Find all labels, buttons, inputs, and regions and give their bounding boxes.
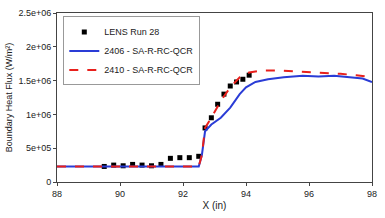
svg-text:LENS Run 28: LENS Run 28 (104, 27, 159, 37)
svg-text:1e+06: 1e+06 (26, 110, 51, 120)
svg-text:2e+06: 2e+06 (26, 42, 51, 52)
svg-text:2410 - SA-R-RC-QCR: 2410 - SA-R-RC-QCR (104, 65, 193, 75)
svg-text:1.5e+06: 1.5e+06 (18, 76, 51, 86)
svg-text:Boundary Heat Flux (W/m²): Boundary Heat Flux (W/m²) (4, 43, 14, 153)
svg-text:98: 98 (367, 189, 377, 199)
svg-text:92: 92 (178, 189, 188, 199)
svg-text:5e+05: 5e+05 (26, 143, 51, 153)
svg-text:88: 88 (52, 189, 62, 199)
svg-text:2.5e+06: 2.5e+06 (18, 8, 51, 18)
svg-text:X (in): X (in) (203, 200, 227, 211)
svg-text:2406 - SA-R-RC-QCR: 2406 - SA-R-RC-QCR (104, 46, 193, 56)
svg-text:94: 94 (241, 189, 251, 199)
svg-text:90: 90 (115, 189, 125, 199)
svg-text:96: 96 (304, 189, 314, 199)
svg-text:0: 0 (46, 177, 51, 187)
